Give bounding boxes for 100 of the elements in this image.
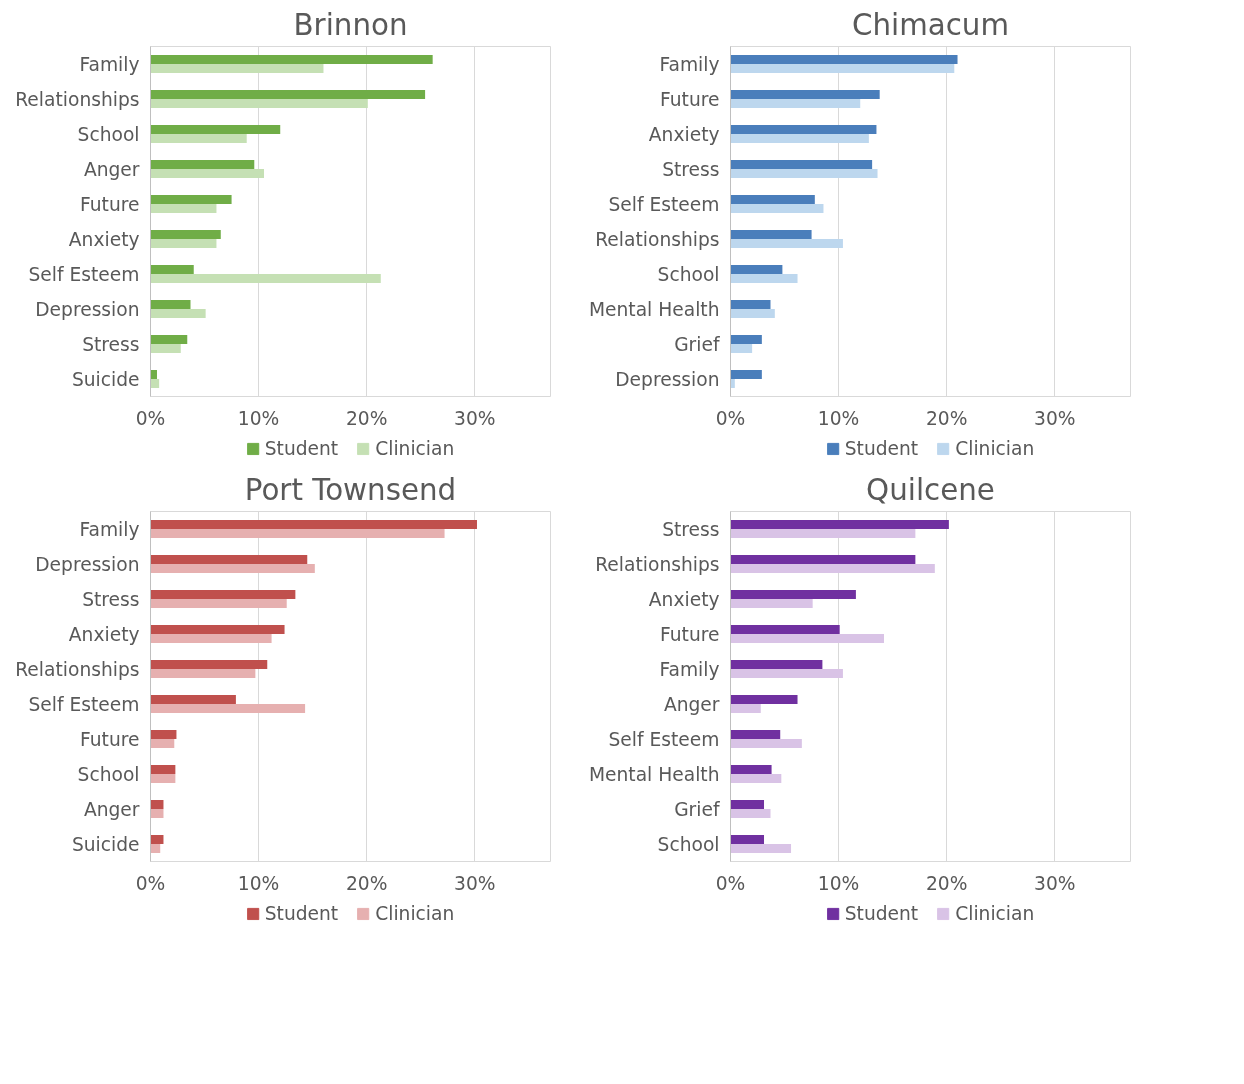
bar bbox=[150, 204, 217, 214]
bar bbox=[730, 369, 762, 379]
bar bbox=[730, 194, 815, 204]
y-tick-label: Anger bbox=[83, 798, 140, 820]
bar bbox=[730, 729, 781, 739]
bar bbox=[150, 334, 188, 344]
y-tick-label: Suicide bbox=[71, 368, 140, 390]
bar bbox=[730, 694, 798, 704]
x-tick-label: 30% bbox=[1034, 872, 1076, 894]
bar bbox=[150, 239, 217, 249]
bar bbox=[730, 809, 771, 819]
y-tick-label: Stress bbox=[662, 518, 720, 540]
y-tick-label: School bbox=[77, 123, 140, 145]
y-tick-label: Self Esteem bbox=[608, 728, 720, 750]
bar bbox=[150, 379, 160, 389]
bar bbox=[730, 134, 869, 144]
bar bbox=[730, 239, 843, 249]
bar bbox=[150, 809, 164, 819]
bar bbox=[150, 194, 232, 204]
chart-title: Chimacum bbox=[851, 7, 1010, 42]
bar bbox=[150, 599, 287, 609]
y-tick-label: Future bbox=[660, 623, 720, 645]
y-tick-label: Family bbox=[659, 658, 720, 680]
x-tick-label: 0% bbox=[715, 872, 746, 894]
bar bbox=[150, 694, 236, 704]
bar bbox=[150, 589, 296, 599]
bar bbox=[150, 299, 191, 309]
bar bbox=[730, 659, 823, 669]
bar bbox=[730, 299, 771, 309]
y-tick-label: Family bbox=[79, 53, 140, 75]
bar bbox=[730, 529, 916, 539]
x-tick-label: 10% bbox=[817, 872, 860, 894]
y-tick-label: Future bbox=[660, 88, 720, 110]
bar bbox=[150, 89, 426, 99]
x-tick-label: 0% bbox=[715, 407, 746, 429]
x-tick-label: 10% bbox=[237, 872, 280, 894]
bar bbox=[730, 554, 916, 564]
bar bbox=[730, 54, 958, 64]
y-tick-label: Depression bbox=[615, 368, 720, 390]
bar bbox=[150, 529, 445, 539]
bar bbox=[730, 519, 949, 529]
bar bbox=[150, 704, 306, 714]
chart-title: Brinnon bbox=[293, 7, 408, 42]
bar bbox=[150, 519, 477, 529]
bar bbox=[150, 344, 181, 354]
bar bbox=[730, 589, 856, 599]
bar bbox=[730, 704, 761, 714]
y-tick-label: Stress bbox=[82, 588, 140, 610]
x-tick-label: 30% bbox=[454, 407, 496, 429]
bar bbox=[150, 764, 176, 774]
x-tick-label: 20% bbox=[345, 872, 388, 894]
legend-label: Clinician bbox=[375, 902, 455, 924]
legend-label: Student bbox=[844, 437, 919, 459]
y-tick-label: School bbox=[657, 833, 720, 855]
x-tick-label: 20% bbox=[345, 407, 388, 429]
bar bbox=[730, 344, 753, 354]
x-tick-label: 30% bbox=[1034, 407, 1076, 429]
x-tick-label: 10% bbox=[237, 407, 280, 429]
y-tick-label: Suicide bbox=[71, 833, 140, 855]
bar bbox=[730, 624, 840, 634]
y-tick-label: Self Esteem bbox=[28, 693, 140, 715]
x-tick-label: 30% bbox=[454, 872, 496, 894]
y-tick-label: Family bbox=[79, 518, 140, 540]
bar bbox=[150, 309, 206, 319]
y-tick-label: Self Esteem bbox=[28, 263, 140, 285]
y-tick-label: Depression bbox=[35, 298, 140, 320]
y-tick-label: School bbox=[657, 263, 720, 285]
bar bbox=[150, 659, 268, 669]
bar bbox=[730, 334, 762, 344]
chart-title: Quilcene bbox=[866, 472, 995, 507]
y-tick-label: Relationships bbox=[595, 228, 720, 250]
y-tick-label: Anxiety bbox=[648, 588, 720, 610]
y-tick-label: Grief bbox=[674, 333, 720, 355]
bar bbox=[730, 844, 792, 854]
y-tick-label: Family bbox=[659, 53, 720, 75]
bar bbox=[730, 379, 735, 389]
y-tick-label: Mental Health bbox=[588, 763, 720, 785]
y-tick-label: Stress bbox=[662, 158, 720, 180]
bar bbox=[730, 64, 955, 74]
x-tick-label: 20% bbox=[925, 407, 968, 429]
y-tick-label: Depression bbox=[35, 553, 140, 575]
bar bbox=[150, 99, 368, 109]
y-tick-label: Anxiety bbox=[648, 123, 720, 145]
bar bbox=[150, 774, 176, 784]
y-tick-label: Relationships bbox=[15, 658, 140, 680]
y-tick-label: School bbox=[77, 763, 140, 785]
bar bbox=[150, 554, 308, 564]
bar bbox=[150, 169, 265, 179]
bar bbox=[730, 204, 824, 214]
bar bbox=[150, 264, 194, 274]
bar bbox=[150, 124, 281, 134]
bar bbox=[730, 634, 885, 644]
legend-label: Student bbox=[264, 902, 339, 924]
x-tick-label: 0% bbox=[135, 872, 166, 894]
legend-label: Student bbox=[844, 902, 919, 924]
y-tick-label: Anger bbox=[663, 693, 720, 715]
bar bbox=[730, 774, 782, 784]
bar bbox=[150, 64, 324, 74]
bar bbox=[150, 274, 381, 284]
bar bbox=[730, 124, 877, 134]
